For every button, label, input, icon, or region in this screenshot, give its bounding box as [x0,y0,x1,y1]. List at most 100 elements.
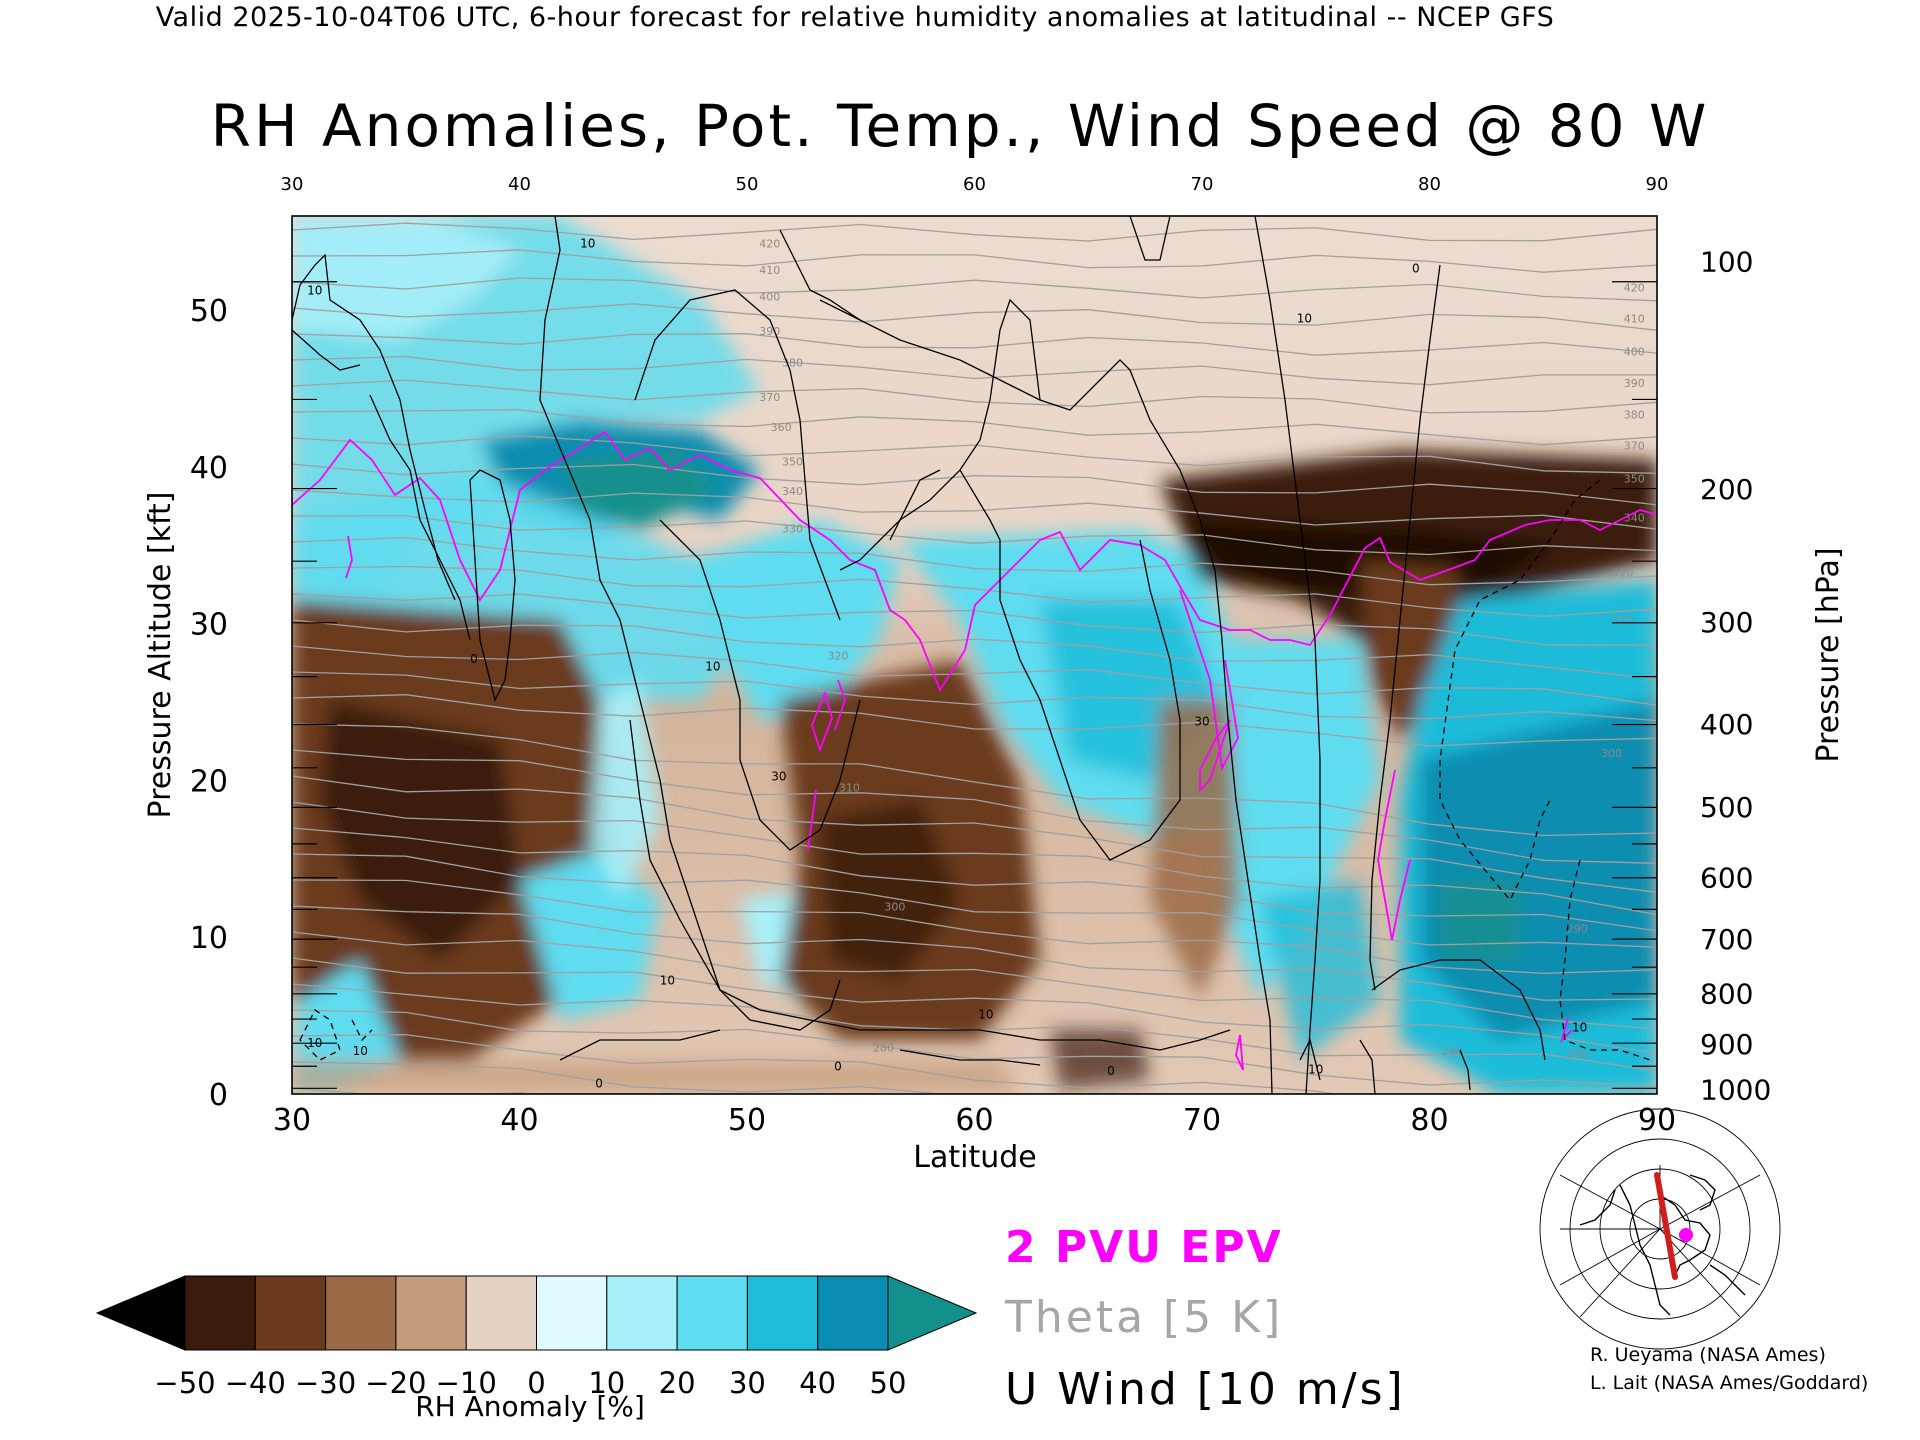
theta-contour-line [292,1061,948,1094]
colorbar-swatch [395,1275,467,1351]
theta-contour-line [292,853,1657,948]
theta-contours [292,87,1657,1094]
theta-label: 300 [1601,747,1622,760]
colorbar-tick-label: −30 [295,1366,356,1400]
pressure-tick-label: 900 [1700,1028,1753,1061]
x-top-tick-label: 60 [963,174,986,195]
theta-label: 360 [771,421,792,434]
colorbar-tick-label: 50 [870,1366,907,1400]
wind-label: 0 [834,1059,842,1073]
wind-label: 0 [1412,261,1420,275]
y-tick-label: 0 [209,1078,228,1113]
theta-contour-line [292,303,1657,331]
theta-contour-line [292,694,1657,747]
pressure-tick-label: 600 [1700,862,1753,895]
theta-contour-line [292,87,1657,105]
colorbar-tick-label: −10 [436,1366,497,1400]
wind-label: 10 [705,660,720,674]
theta-contour-line [292,879,1657,974]
theta-label: 280 [1442,1045,1463,1058]
pressure-tick-label: 1000 [1700,1073,1771,1106]
pressure-tick-label: 800 [1700,978,1753,1011]
colorbar-title: RH Anomaly [%] [415,1390,645,1423]
wind-label: 30 [1194,715,1209,729]
x-top-tick-label: 80 [1418,174,1441,195]
pressure-tick-label: 500 [1700,791,1753,824]
colorbar-swatch [606,1275,678,1351]
y-tick-label: 50 [190,294,228,329]
wind-label: 10 [307,283,322,297]
colorbar-swatch [325,1275,397,1351]
colorbar-tick-labels: −50 −40 −30 −20 −10 0 10 20 30 40 50 [154,1366,906,1400]
theta-contour-line [292,749,1657,864]
wind-label: 10 [1297,312,1312,326]
x-tick-label: 30 [273,1103,311,1138]
theta-contour-line [292,198,1657,215]
theta-label: 310 [1612,614,1633,627]
wind-label: 10 [353,1044,368,1058]
wind-label: 10 [660,973,675,987]
theta-contour-line [292,723,1657,837]
theta-label: 400 [1624,346,1645,359]
rh-anomaly-field: 4204104003903803703603503403303203103002… [292,87,1657,1094]
x-top-tick-label: 40 [508,174,531,195]
theta-label: 390 [1624,377,1645,390]
colorbar-swatch [817,1275,889,1351]
theta-label: 420 [759,237,780,250]
theta-contour-line [292,463,1657,506]
theta-contour-line [292,1033,1339,1094]
wind-label: 10 [978,1008,993,1022]
theta-contour-line [292,1087,539,1094]
theta-label: 420 [1624,281,1645,294]
theta-contour-line [292,142,1657,158]
colorbar-tick-label: −40 [225,1366,286,1400]
colorbar-swatch [746,1275,819,1351]
theta-label: 410 [759,264,780,277]
y-tick-label: 40 [190,451,228,486]
wind-label: 10 [580,236,595,250]
theta-contour-line [292,827,1657,932]
theta-contour-line [292,355,1657,386]
pressure-tick-label: 400 [1700,708,1753,741]
colorbar-tick-label: 20 [659,1366,696,1400]
theta-contour-line [292,645,1657,706]
x-tick-label: 90 [1638,1103,1676,1138]
theta-contour-line [292,801,1657,916]
theta-contour-line [292,957,1657,1055]
theta-label: 380 [1624,408,1645,421]
inset-polar-map [1539,1108,1781,1350]
theta-label: 400 [759,291,780,304]
theta-contour-line [292,379,1657,414]
theta-contour-line [292,775,1657,893]
theta-contour-line [292,619,1657,680]
pressure-axis-ticks: 100 200 300 400 500 600 700 800 900 1000 [1700,245,1771,1106]
wind-label: 10 [1308,1063,1323,1077]
theta-label: 300 [884,901,905,914]
wind-label: 0 [595,1077,603,1091]
theta-contour-line [292,671,1657,722]
y-tick-label: 20 [190,764,228,799]
pressure-tick-label: 200 [1700,473,1753,506]
theta-label: 350 [782,455,803,468]
theta-label: 330 [782,523,803,536]
x-tick-label: 40 [500,1103,538,1138]
x-top-tick-label: 70 [1191,174,1214,195]
theta-label: 310 [839,781,860,794]
theta-label: 370 [759,391,780,404]
x-top-tick-label: 50 [736,174,759,195]
colorbar-swatch [536,1275,608,1351]
pressure-tick-label: 700 [1700,923,1753,956]
x-tick-label: 70 [1183,1103,1221,1138]
colorbar-low-arrow [95,1275,186,1351]
colorbar-tick-label: 0 [527,1366,545,1400]
y-axis-label: Pressure Altitude [kft] [143,492,178,819]
y-tick-label: 10 [190,921,228,956]
theta-contour-line [292,435,1657,474]
x-tick-label: 50 [728,1103,766,1138]
theta-contour-line [292,931,1657,1030]
x-axis-ticks: 30 40 50 60 70 80 90 [273,1103,1676,1138]
x-top-axis-ticks: 30 40 50 60 70 80 90 [281,174,1669,195]
pressure-tick-marks [1612,281,1657,1089]
theta-label: 370 [1624,440,1645,453]
